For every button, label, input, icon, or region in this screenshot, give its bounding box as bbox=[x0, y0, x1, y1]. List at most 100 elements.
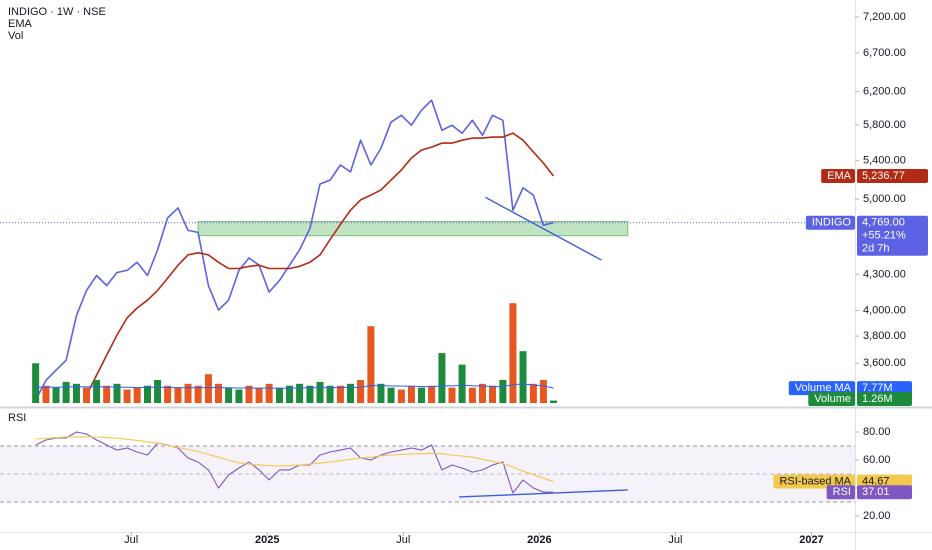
volume-bar bbox=[468, 387, 476, 403]
volume-bar bbox=[225, 387, 233, 403]
series-line bbox=[35, 431, 554, 494]
series-line bbox=[35, 383, 554, 389]
price-tag-value: 44.67 bbox=[862, 475, 890, 487]
volume-bar bbox=[184, 383, 192, 403]
volume-bar bbox=[336, 385, 344, 403]
volume-bar bbox=[367, 326, 375, 403]
volume-bar bbox=[235, 389, 243, 403]
name-tag-box bbox=[826, 485, 855, 500]
price-tag-value: 1.26M bbox=[862, 393, 893, 405]
price-tag-extra: 2d 7h bbox=[862, 243, 890, 255]
name-tag-label: INDIGO bbox=[812, 217, 852, 229]
volume-bar bbox=[499, 379, 507, 403]
y-tick-label: 20.00 bbox=[863, 510, 891, 522]
symbol-legend: INDIGO · 1W · NSE bbox=[8, 6, 106, 18]
name-tag-label: RSI bbox=[833, 486, 851, 498]
trendline bbox=[485, 196, 602, 261]
volume-bar bbox=[275, 387, 283, 403]
volume-bar bbox=[346, 383, 354, 403]
name-tag-box bbox=[808, 392, 855, 406]
price-tag-extra: +55.21% bbox=[862, 230, 906, 242]
support-zone bbox=[197, 221, 629, 237]
volume-bar bbox=[478, 383, 486, 403]
volume-bar bbox=[215, 383, 223, 403]
volume-bar bbox=[387, 387, 395, 403]
volume-bar bbox=[509, 303, 517, 403]
volume-bar bbox=[52, 387, 60, 403]
y-tick-label: 3,600.00 bbox=[863, 357, 906, 369]
y-tick-label: 6,700.00 bbox=[863, 47, 906, 59]
volume-bar bbox=[32, 363, 40, 403]
volume-bar bbox=[306, 385, 314, 403]
x-tick-label: Jul bbox=[124, 534, 138, 546]
price-tag-value: 4,769.00 bbox=[862, 217, 905, 229]
volume-bar bbox=[489, 385, 497, 403]
volume-bar bbox=[164, 385, 172, 403]
volume-bar bbox=[194, 385, 202, 403]
price-tag-box bbox=[857, 392, 912, 406]
volume-bar bbox=[83, 387, 91, 403]
volume-bar bbox=[539, 379, 547, 403]
volume-bar bbox=[123, 389, 131, 403]
price-tag-box bbox=[857, 474, 912, 489]
x-tick-label: 2026 bbox=[527, 534, 551, 546]
name-tag-label: RSI-based MA bbox=[779, 475, 851, 487]
x-tick-label: Jul bbox=[668, 534, 682, 546]
y-tick-label: 80.00 bbox=[863, 426, 891, 438]
price-tag-box bbox=[857, 168, 928, 183]
volume-bar bbox=[93, 379, 101, 403]
volume-bar bbox=[265, 383, 273, 403]
y-tick-label: 5,400.00 bbox=[863, 155, 906, 167]
volume-bar bbox=[42, 385, 50, 403]
name-tag-box bbox=[788, 381, 855, 396]
y-tick-label: 3,800.00 bbox=[863, 330, 906, 342]
volume-bar bbox=[133, 387, 141, 403]
price-tag-box bbox=[857, 381, 912, 396]
volume-bar bbox=[458, 364, 466, 403]
volume-bar bbox=[204, 374, 212, 403]
volume-bar bbox=[296, 383, 304, 403]
volume-bar bbox=[448, 387, 456, 403]
name-tag-label: Volume bbox=[814, 393, 851, 405]
x-tick-label: Jul bbox=[396, 534, 410, 546]
price-tag-value: 5,236.77 bbox=[862, 170, 905, 182]
price-tag-box bbox=[857, 485, 912, 500]
trendline bbox=[459, 489, 628, 498]
y-tick-label: 4,300.00 bbox=[863, 268, 906, 280]
volume-bar bbox=[549, 400, 557, 403]
volume-bar bbox=[103, 385, 111, 403]
volume-bar bbox=[316, 381, 324, 403]
name-tag-box bbox=[773, 474, 855, 489]
volume-bar bbox=[113, 383, 121, 403]
y-tick-label: 6,200.00 bbox=[863, 86, 906, 98]
volume-bar bbox=[438, 353, 446, 403]
volume-bar bbox=[326, 385, 334, 403]
volume-bar bbox=[245, 385, 253, 403]
volume-bar bbox=[62, 381, 70, 403]
volume-bar bbox=[377, 383, 385, 403]
volume-bar bbox=[418, 387, 426, 403]
name-tag-box bbox=[805, 215, 855, 230]
ema-legend: EMA bbox=[8, 18, 33, 30]
series-line bbox=[35, 436, 554, 483]
x-tick-label: 2025 bbox=[255, 534, 279, 546]
volume-bar bbox=[143, 385, 151, 403]
name-tag-label: EMA bbox=[827, 170, 852, 182]
y-tick-label: 5,800.00 bbox=[863, 119, 906, 131]
name-tag-box bbox=[821, 168, 855, 183]
price-tag-value: 7.77M bbox=[862, 382, 893, 394]
volume-bar bbox=[154, 379, 162, 403]
price-tag-box bbox=[857, 215, 928, 256]
volume-bar bbox=[255, 387, 263, 403]
volume-bar bbox=[357, 379, 365, 403]
y-tick-label: 7,200.00 bbox=[863, 11, 906, 23]
y-tick-label: 5,000.00 bbox=[863, 193, 906, 205]
volume-legend: Vol bbox=[8, 30, 23, 42]
series-line bbox=[85, 132, 555, 396]
y-tick-label: 4,000.00 bbox=[863, 304, 906, 316]
volume-bar bbox=[286, 385, 294, 403]
name-tag-label: Volume MA bbox=[795, 382, 852, 394]
price-tag-value: 37.01 bbox=[862, 486, 890, 498]
